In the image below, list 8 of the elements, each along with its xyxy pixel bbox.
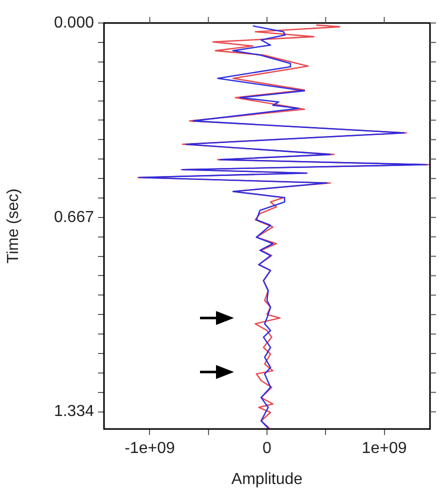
- x-tick-label: 1e+09: [362, 440, 407, 458]
- y-tick-label: 0.667: [54, 208, 94, 226]
- x-axis-title: Amplitude: [231, 470, 303, 488]
- y-tick-label: 1.334: [54, 403, 94, 420]
- y-axis-title: Time (sec): [5, 188, 22, 264]
- x-tick-label: -1e+09: [124, 440, 175, 458]
- x-tick-label: 0: [262, 440, 272, 458]
- y-tick-label: 0.000: [54, 14, 94, 32]
